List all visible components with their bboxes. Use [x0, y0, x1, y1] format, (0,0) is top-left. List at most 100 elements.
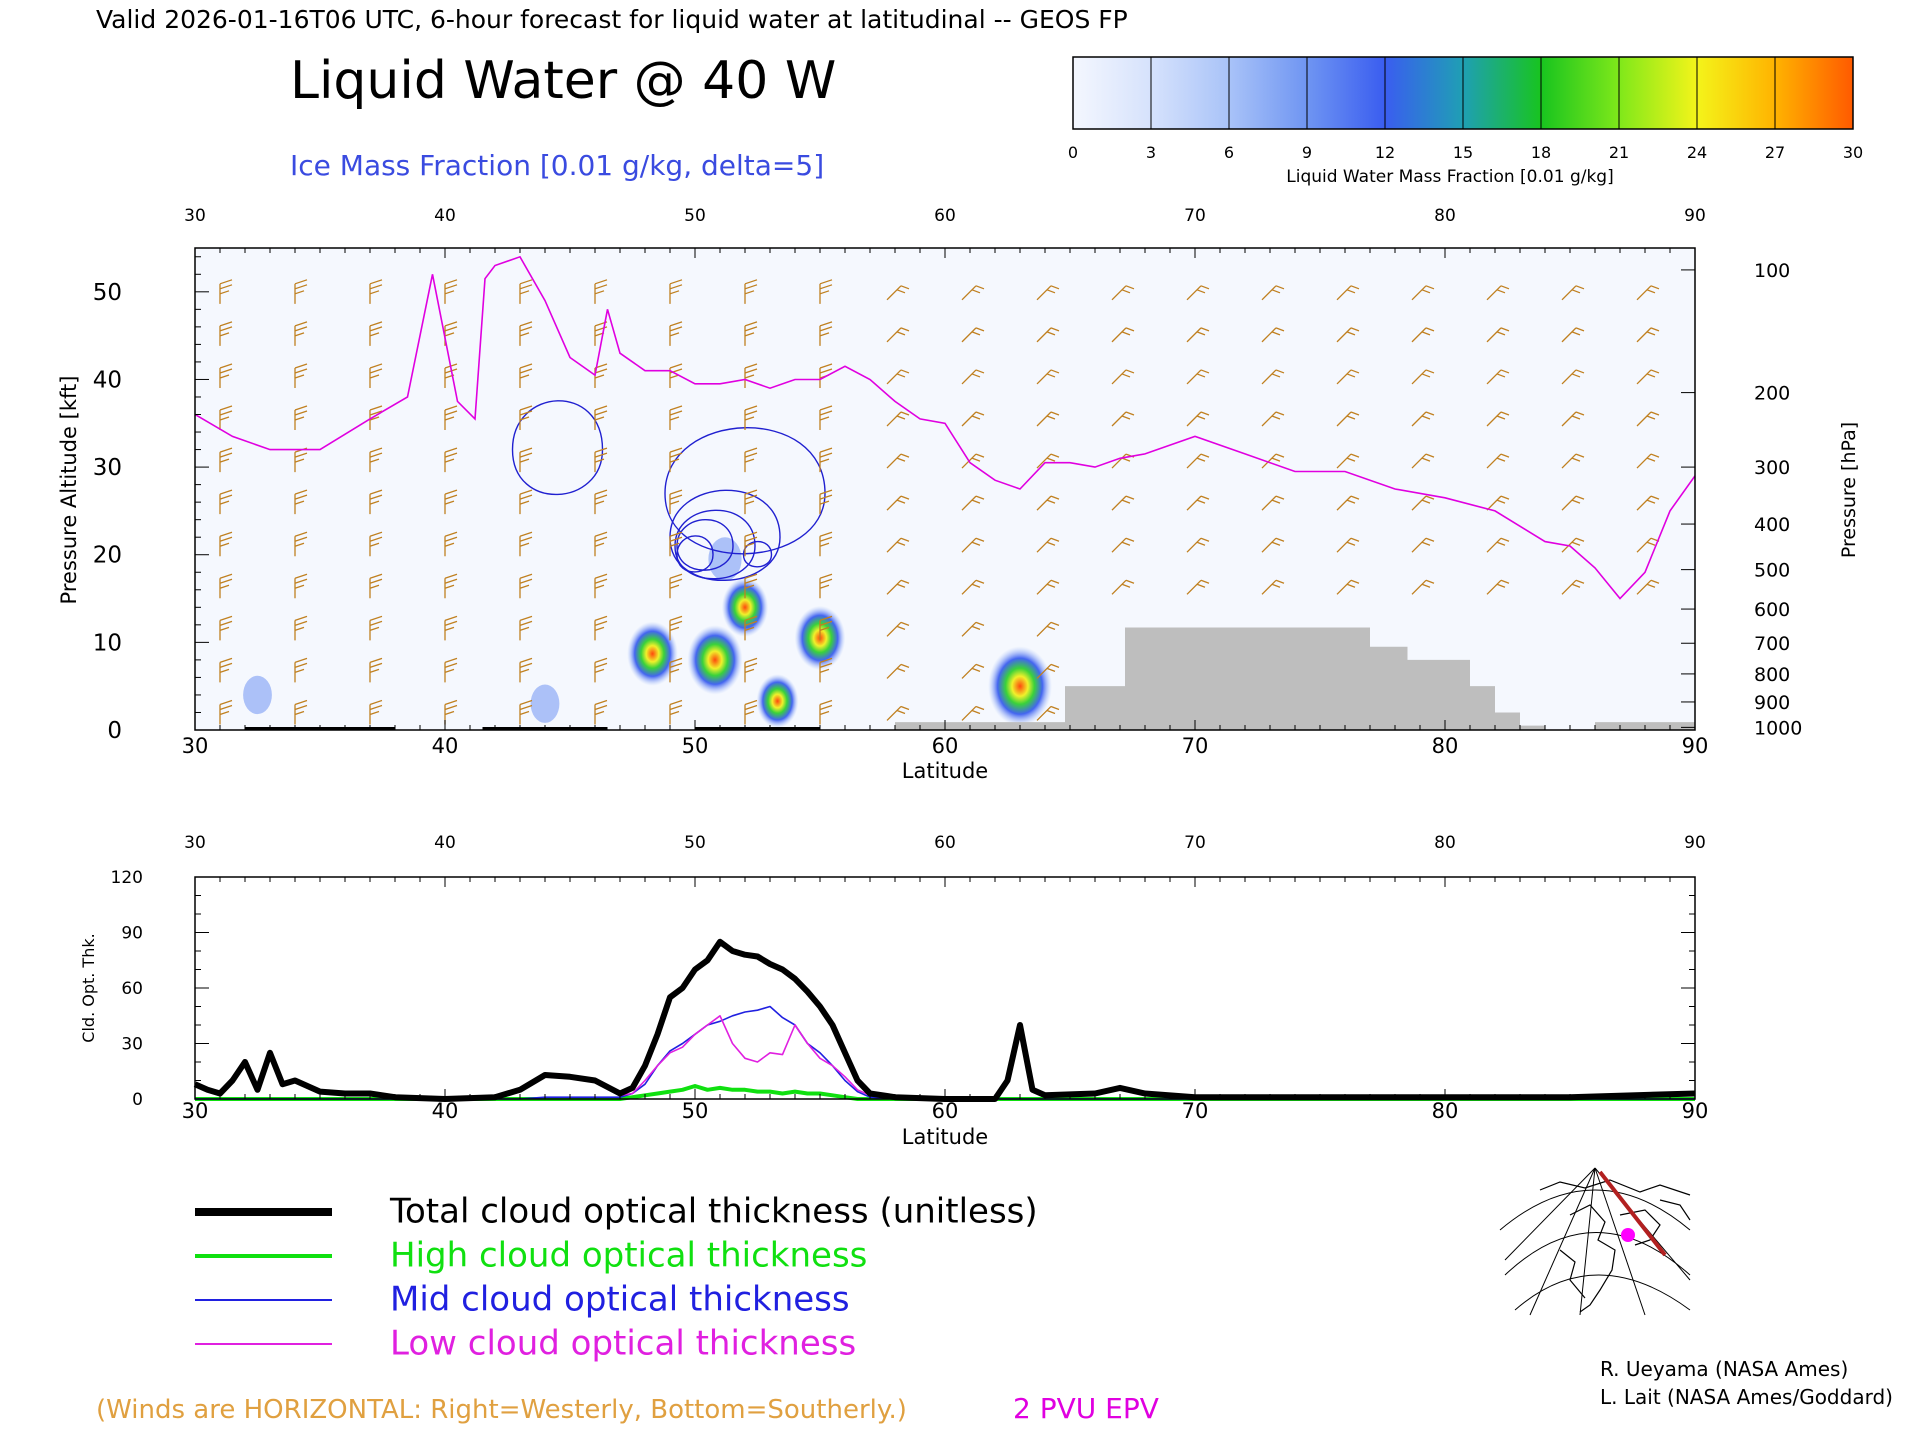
- wind-barb: [819, 657, 833, 683]
- wind-barb: [1636, 327, 1660, 343]
- legend: Total cloud optical thickness (unitless)…: [195, 1192, 1038, 1364]
- wind-barb: [819, 363, 833, 388]
- wind-barb: [1486, 369, 1510, 385]
- wind-barb: [594, 405, 608, 431]
- x-tick-label-top: 70: [1184, 206, 1206, 226]
- colorbar-segment: [1072, 56, 1152, 130]
- wind-barb: [1186, 453, 1210, 469]
- wind-barb: [669, 657, 683, 683]
- pressure-tick-label: 200: [1754, 383, 1790, 405]
- liquid-water-blob: [530, 684, 560, 723]
- liquid-water-blob: [627, 621, 678, 686]
- epv-note: 2 PVU EPV: [1013, 1392, 1159, 1425]
- wind-barb: [1561, 369, 1585, 385]
- wind-barb: [519, 657, 533, 683]
- wind-barb: [819, 321, 833, 346]
- pressure-tick-label: 700: [1754, 633, 1790, 655]
- opt-y-tick-label: 120: [111, 868, 143, 888]
- pressure-tick-label: 100: [1754, 260, 1790, 282]
- wind-barb: [594, 657, 608, 683]
- wind-barb: [1486, 285, 1510, 301]
- wind-barb: [1111, 369, 1135, 385]
- wind-barb: [519, 279, 533, 304]
- wind-barb: [594, 279, 608, 304]
- wind-barb: [1186, 579, 1210, 595]
- wind-barb: [369, 489, 383, 515]
- colorbar-label: Liquid Water Mass Fraction [0.01 g/kg]: [1286, 167, 1613, 187]
- wind-barb: [819, 279, 833, 304]
- wind-barb: [294, 615, 308, 641]
- wind-barb: [519, 489, 533, 515]
- opt-x-tick-label-top: 40: [434, 833, 456, 853]
- wind-barb: [886, 369, 910, 385]
- wind-barb: [886, 411, 910, 427]
- wind-barb: [1411, 411, 1435, 427]
- x-tick-label-top: 90: [1684, 206, 1706, 226]
- wind-barb: [1261, 537, 1285, 553]
- colorbar-segment: [1696, 56, 1776, 130]
- wind-barb: [219, 573, 233, 599]
- wind-barb: [1561, 579, 1585, 595]
- pressure-tick-label: 800: [1754, 664, 1790, 686]
- wind-barb: [961, 621, 985, 637]
- x-tick-label: 50: [682, 734, 709, 758]
- winds-note: (Winds are HORIZONTAL: Right=Westerly, B…: [96, 1395, 907, 1425]
- ice-contour: [664, 427, 826, 555]
- wind-barb: [1261, 453, 1285, 469]
- ice-contour: [676, 535, 714, 573]
- epv-2pvu-line: [195, 255, 1695, 600]
- wind-barb: [961, 537, 985, 553]
- wind-barb: [519, 573, 533, 599]
- liquid-water-blob: [756, 674, 799, 729]
- liquid-water-blob: [243, 675, 272, 715]
- wind-barb: [1411, 495, 1435, 511]
- wind-barb: [961, 285, 985, 301]
- wind-barb: [294, 279, 308, 304]
- wind-barb: [219, 447, 233, 473]
- wind-barb: [594, 363, 608, 388]
- wind-barb: [369, 615, 383, 641]
- wind-barb: [294, 531, 308, 557]
- ice-contour: [674, 509, 756, 580]
- wind-barb: [1036, 495, 1060, 511]
- wind-barb: [819, 615, 833, 641]
- wind-barb: [819, 447, 833, 473]
- credit-ueyama: R. Ueyama (NASA Ames): [1600, 1357, 1848, 1381]
- pressure-tick-label: 900: [1754, 692, 1790, 714]
- opt-y-tick-label: 60: [121, 979, 143, 999]
- wind-barb: [669, 447, 683, 473]
- opt-y-tick-label: 0: [132, 1090, 143, 1110]
- wind-barb: [1186, 369, 1210, 385]
- wind-barb: [1636, 285, 1660, 301]
- wind-barb: [669, 615, 683, 641]
- liquid-water-blob: [988, 646, 1052, 727]
- wind-barb: [961, 705, 985, 721]
- wind-barb: [1036, 369, 1060, 385]
- pressure-tick-label: 500: [1754, 560, 1790, 582]
- wind-barb: [1036, 705, 1060, 721]
- liquid-water-blob: [687, 625, 743, 695]
- wind-barb: [1036, 327, 1060, 343]
- colorbar-segment: [1306, 56, 1386, 130]
- x-tick-label-top: 50: [684, 206, 706, 226]
- wind-barb: [1036, 453, 1060, 469]
- wind-barb: [1636, 495, 1660, 511]
- x-tick-label-top: 80: [1434, 206, 1456, 226]
- wind-barb: [819, 573, 833, 599]
- wind-barb: [961, 369, 985, 385]
- wind-barb: [519, 615, 533, 641]
- x-tick-label: 80: [1432, 734, 1459, 758]
- legend-low: Low cloud optical thickness: [390, 1324, 856, 1364]
- map-section-line: [1598, 1170, 1667, 1257]
- wind-barb: [1261, 579, 1285, 595]
- opt-x-tick-label-top: 90: [1684, 833, 1706, 853]
- wind-barb: [1486, 453, 1510, 469]
- wind-barb: [886, 621, 910, 637]
- wind-barb: [744, 279, 758, 304]
- wind-barb: [519, 363, 533, 388]
- wind-barb: [219, 657, 233, 683]
- pressure-tick-label: 300: [1754, 457, 1790, 479]
- wind-barb: [1036, 411, 1060, 427]
- wind-barb: [744, 615, 758, 641]
- wind-barb: [669, 363, 683, 388]
